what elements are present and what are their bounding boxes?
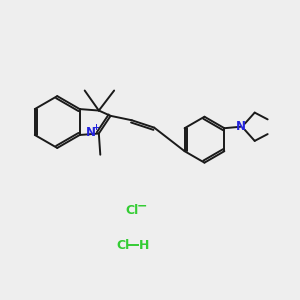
Text: Cl: Cl bbox=[125, 204, 138, 217]
Text: −: − bbox=[137, 200, 147, 213]
Text: N: N bbox=[236, 120, 246, 133]
Text: N: N bbox=[85, 126, 96, 139]
Text: +: + bbox=[92, 122, 99, 131]
Text: H: H bbox=[139, 239, 149, 252]
Text: Cl: Cl bbox=[116, 239, 129, 252]
